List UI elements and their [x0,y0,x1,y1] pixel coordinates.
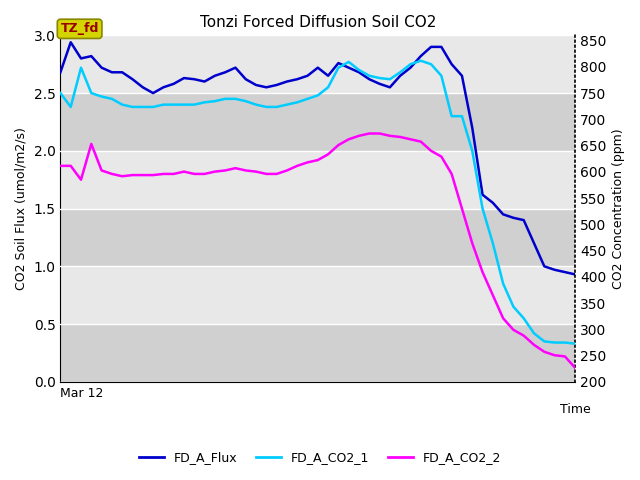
Y-axis label: CO2 Soil Flux (umol/m2/s): CO2 Soil Flux (umol/m2/s) [15,127,28,290]
FD_A_Flux [406,65,414,71]
Bar [60,266,575,324]
FD_A_CO2_2 [406,136,414,142]
Line: FD_A_CO2_2: FD_A_CO2_2 [60,133,575,368]
Y-axis label: CO2 Concentration (ppm): CO2 Concentration (ppm) [612,128,625,289]
FD_A_Flux [561,269,569,275]
FD_A_Flux [438,44,445,50]
FD_A_CO2_1 [211,98,219,104]
FD_A_Flux [56,70,64,75]
Bar [60,36,575,93]
FD_A_CO2_1 [572,341,579,347]
FD_A_Flux [180,75,188,81]
Legend: FD_A_Flux, FD_A_CO2_1, FD_A_CO2_2: FD_A_Flux, FD_A_CO2_1, FD_A_CO2_2 [134,446,506,469]
Bar [60,209,575,266]
Bar [60,324,575,382]
X-axis label: Time: Time [560,403,591,416]
FD_A_Flux [221,70,229,75]
FD_A_CO2_1 [561,340,569,346]
FD_A_CO2_2 [365,131,373,136]
Bar [60,151,575,209]
FD_A_CO2_1 [56,90,64,96]
FD_A_CO2_2 [170,171,177,177]
Title: Tonzi Forced Diffusion Soil CO2: Tonzi Forced Diffusion Soil CO2 [200,15,436,30]
FD_A_CO2_2 [221,168,229,173]
FD_A_CO2_1 [396,70,404,75]
FD_A_CO2_1 [170,102,177,108]
FD_A_Flux [67,39,74,45]
Bar [60,93,575,151]
Line: FD_A_CO2_1: FD_A_CO2_1 [60,61,575,344]
FD_A_CO2_2 [56,163,64,169]
FD_A_CO2_2 [211,169,219,175]
Line: FD_A_Flux: FD_A_Flux [60,42,575,275]
FD_A_Flux [572,272,579,277]
FD_A_Flux [232,65,239,71]
FD_A_CO2_1 [438,73,445,79]
FD_A_CO2_1 [221,96,229,102]
FD_A_CO2_1 [417,58,424,64]
FD_A_CO2_2 [572,365,579,371]
Text: TZ_fd: TZ_fd [60,23,99,36]
FD_A_CO2_2 [438,154,445,159]
FD_A_CO2_2 [561,354,569,360]
